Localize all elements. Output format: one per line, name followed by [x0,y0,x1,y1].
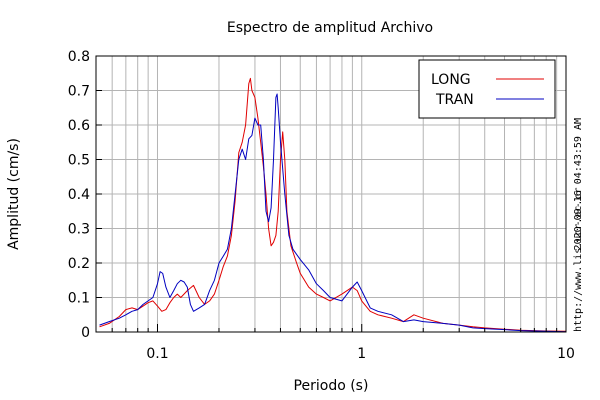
y-tick-label: 0.1 [68,291,90,307]
legend-label-long: LONG [431,72,471,88]
y-tick-label: 0.7 [68,84,90,100]
x-tick-label: 10 [557,346,575,362]
y-tick-label: 0 [81,325,90,341]
y-tick-label: 0.8 [68,49,90,65]
legend-box [418,59,556,119]
x-tick-label: 0.1 [146,346,168,362]
series-lines [99,77,567,333]
x-tick-label: 1 [357,346,366,362]
y-tick-label: 0.6 [68,118,90,134]
y-tick-label: 0.3 [68,222,90,238]
timestamp-text: 2020-09-16 04:43:59 AM [573,118,584,250]
legend: LONG TRAN [418,59,556,119]
legend-label-tran: TRAN [435,92,474,108]
y-axis-ticks: 0 0.1 0.2 0.3 0.4 0.5 0.6 0.7 0.8 [68,49,102,341]
series-line-tran [99,93,567,333]
chart-title: Espectro de amplitud Archivo [227,20,433,36]
y-tick-label: 0.5 [68,153,90,169]
source-url-text: http://www.lis.ucr.ac.cr [573,188,584,333]
x-axis-ticks: 0.1 1 10 [95,324,575,362]
x-axis-label: Periodo (s) [294,378,369,394]
y-tick-label: 0.4 [68,187,90,203]
series-line-long [99,77,567,332]
y-axis-label: Amplitud (cm/s) [6,138,22,250]
y-tick-label: 0.2 [68,256,90,272]
